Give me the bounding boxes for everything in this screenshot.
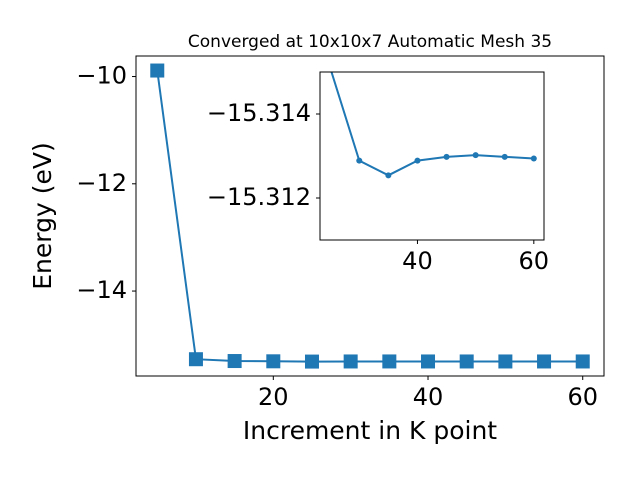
x-tick-label: 20 [258,383,289,411]
data-marker [537,354,552,369]
data-marker [575,354,590,369]
data-marker [421,354,436,369]
x-tick-label: 40 [402,247,433,275]
data-marker [443,153,450,160]
data-marker [227,354,242,369]
data-marker [266,354,281,369]
data-marker [382,354,397,369]
x-tick-label: 40 [413,383,444,411]
y-tick-label: −14 [76,276,127,304]
data-marker [414,157,421,164]
y-tick-label: −10 [76,62,127,90]
data-marker [498,354,513,369]
y-tick-label: −15.314 [207,99,311,127]
chart-title: Converged at 10x10x7 Automatic Mesh 35 [188,32,552,52]
data-marker [304,354,319,369]
x-tick-label: 60 [519,247,550,275]
data-line [330,72,534,177]
axes-background [320,72,544,240]
data-marker [459,354,474,369]
data-marker [343,354,358,369]
data-marker [501,153,508,160]
data-marker [385,172,392,179]
x-axis-label: Increment in K point [243,416,497,445]
data-marker [188,352,203,367]
plot-area [330,72,537,179]
data-marker [356,157,363,164]
axes-frame [135,55,605,377]
data-marker [530,155,537,162]
axes-frame [319,71,545,241]
plot-area [150,63,590,369]
x-tick-label: 60 [567,383,598,411]
y-tick-label: −12 [76,169,127,197]
y-tick-label: −15.312 [207,183,311,211]
data-marker [150,63,165,78]
y-axis-label: Energy (eV) [28,142,57,289]
data-marker [472,152,479,159]
